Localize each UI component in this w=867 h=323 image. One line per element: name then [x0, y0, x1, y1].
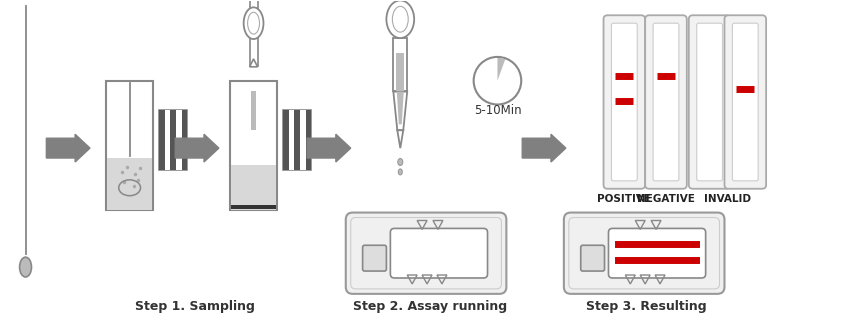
FancyBboxPatch shape [688, 15, 730, 189]
FancyBboxPatch shape [230, 81, 277, 210]
FancyBboxPatch shape [362, 245, 387, 271]
Text: 5-10Min: 5-10Min [473, 104, 521, 117]
FancyArrow shape [307, 134, 351, 162]
Text: Step 1. Sampling: Step 1. Sampling [135, 300, 255, 313]
FancyBboxPatch shape [609, 228, 706, 278]
FancyBboxPatch shape [346, 213, 506, 294]
FancyBboxPatch shape [284, 110, 311, 170]
Ellipse shape [387, 0, 414, 38]
Wedge shape [498, 58, 505, 81]
Text: Step 3. Resulting: Step 3. Resulting [586, 300, 707, 313]
FancyArrow shape [522, 134, 566, 162]
Ellipse shape [20, 257, 31, 277]
FancyBboxPatch shape [106, 81, 153, 210]
Bar [107, 158, 153, 210]
FancyBboxPatch shape [581, 245, 604, 271]
Bar [394, 38, 407, 91]
FancyBboxPatch shape [725, 15, 766, 189]
Bar [284, 110, 289, 170]
Text: INVALID: INVALID [704, 194, 751, 204]
Text: POSITIVE: POSITIVE [597, 194, 651, 204]
FancyBboxPatch shape [653, 23, 679, 181]
Ellipse shape [398, 159, 403, 165]
Text: NEGATIVE: NEGATIVE [637, 194, 695, 204]
Ellipse shape [244, 7, 264, 39]
FancyBboxPatch shape [603, 15, 645, 189]
FancyArrow shape [175, 134, 218, 162]
Bar [300, 110, 305, 170]
Polygon shape [397, 130, 403, 148]
Text: Step 2. Assay running: Step 2. Assay running [353, 300, 507, 313]
FancyBboxPatch shape [160, 110, 187, 170]
Bar [171, 110, 176, 170]
FancyBboxPatch shape [564, 213, 725, 294]
Bar [181, 110, 187, 170]
Bar [251, 91, 256, 130]
Polygon shape [394, 92, 407, 130]
FancyBboxPatch shape [697, 23, 722, 181]
Bar [160, 110, 165, 170]
FancyBboxPatch shape [645, 15, 687, 189]
FancyBboxPatch shape [611, 23, 637, 181]
Ellipse shape [398, 169, 402, 175]
Bar [176, 110, 181, 170]
Bar [295, 110, 300, 170]
Polygon shape [250, 59, 257, 67]
Bar [305, 110, 311, 170]
Bar [231, 205, 277, 209]
FancyBboxPatch shape [733, 23, 758, 181]
Bar [165, 110, 171, 170]
Bar [250, 0, 257, 66]
FancyArrow shape [46, 134, 90, 162]
Bar [231, 165, 277, 210]
Polygon shape [397, 92, 404, 124]
Bar [396, 53, 404, 91]
FancyBboxPatch shape [390, 228, 487, 278]
Circle shape [473, 57, 521, 105]
Bar [289, 110, 295, 170]
